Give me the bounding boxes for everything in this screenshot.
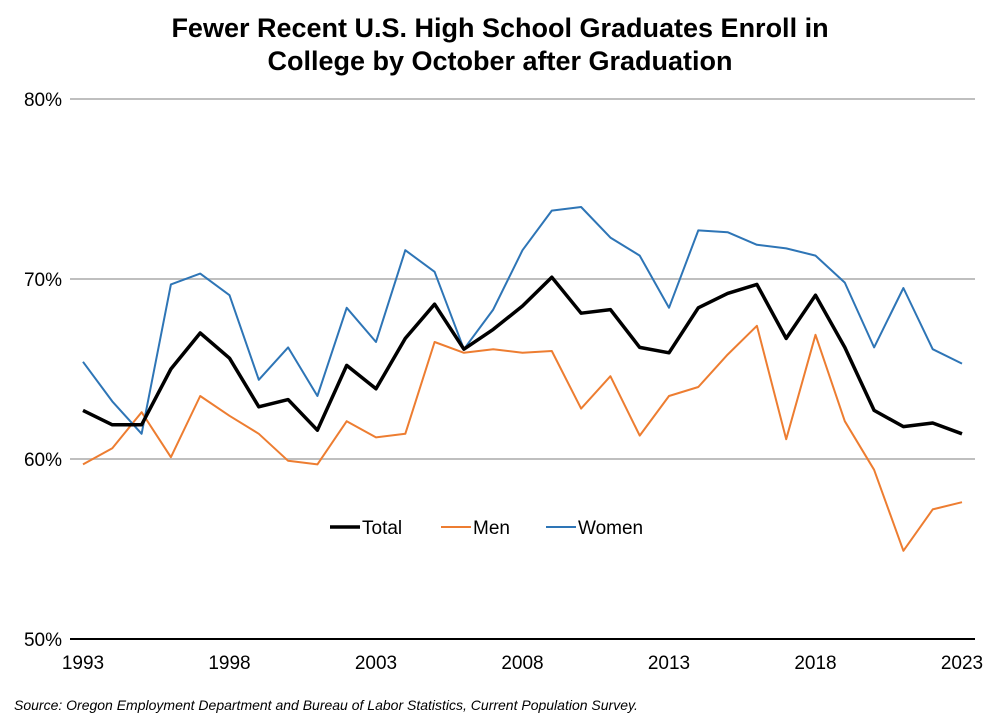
legend-label-women: Women [578,518,643,539]
series-line-men [82,324,963,552]
series-line-total [82,275,963,436]
x-tick-label: 2008 [501,653,543,674]
legend-label-men: Men [473,518,510,539]
x-tick-label: 1998 [208,653,250,674]
x-tick-label: 2013 [648,653,690,674]
x-tick-label: 2023 [941,653,983,674]
x-tick-label: 1993 [62,653,104,674]
y-tick-label: 80% [24,90,62,111]
y-tick-label: 70% [24,270,62,291]
y-tick-label: 60% [24,450,62,471]
y-tick-label: 50% [24,630,62,651]
chart-title: Fewer Recent U.S. High School Graduates … [0,12,1000,78]
chart-title-line-2: College by October after Graduation [267,46,733,76]
chart-title-line-1: Fewer Recent U.S. High School Graduates … [171,13,829,43]
x-tick-label: 2018 [794,653,836,674]
legend-label-total: Total [362,518,402,539]
x-tick-label: 2003 [355,653,397,674]
source-note: Source: Oregon Employment Department and… [14,697,638,713]
